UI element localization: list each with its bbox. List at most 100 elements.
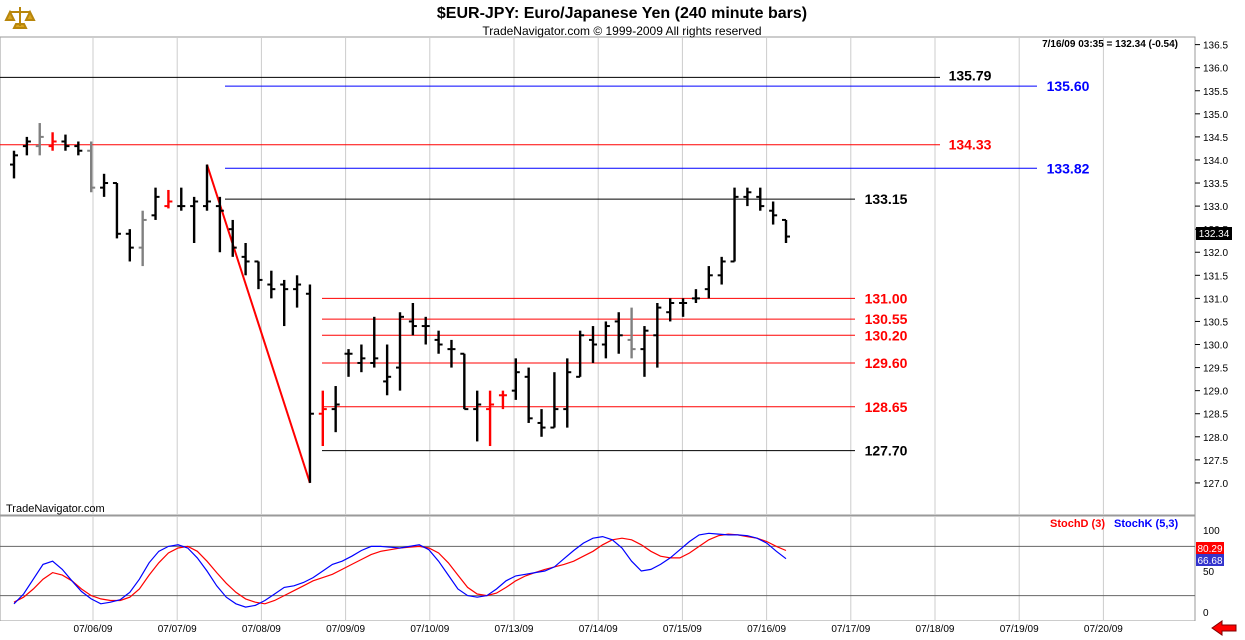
price-tick-label: 129.5 [1203, 364, 1228, 375]
ohlc-bar [112, 182, 121, 239]
level-label: 127.70 [865, 443, 908, 459]
ohlc-bar [691, 289, 700, 303]
date-tick-label: 07/14/09 [579, 624, 618, 635]
price-tick-label: 136.5 [1203, 41, 1228, 52]
ohlc-bar [100, 173, 109, 197]
scroll-right-arrow-icon[interactable] [1208, 620, 1238, 636]
date-tick-label: 07/16/09 [747, 624, 786, 635]
price-tick-label: 133.0 [1203, 202, 1228, 213]
ohlc-bar [331, 386, 340, 433]
ohlc-bar [35, 123, 44, 156]
ohlc-bar [74, 141, 83, 156]
price-tick-label: 130.0 [1203, 341, 1228, 352]
date-tick-label: 07/18/09 [916, 624, 955, 635]
ohlc-bar [48, 132, 57, 151]
support-resistance-levels: 135.79 135.60 134.33 133.82 133.15 131.00 130.… [0, 67, 1090, 484]
svg-text:80.29: 80.29 [1197, 544, 1222, 555]
level-label: 129.60 [865, 355, 908, 371]
ohlc-bar [87, 141, 96, 193]
date-tick-label: 07/08/09 [242, 624, 281, 635]
ohlc-bars [10, 123, 790, 483]
level-label: 135.60 [1047, 78, 1090, 94]
ohlc-bar [370, 316, 379, 368]
price-tick-label: 135.0 [1203, 110, 1228, 121]
ohlc-bar [666, 298, 675, 322]
ohlc-bar [190, 196, 199, 244]
price-tick-label: 133.5 [1203, 179, 1228, 190]
date-tick-label: 07/17/09 [831, 624, 870, 635]
ohlc-bar [498, 390, 507, 410]
date-axis-strip [0, 621, 1245, 640]
stochk-line [13, 532, 787, 608]
stoch-tick-label: 50 [1203, 567, 1215, 578]
ohlc-bar [267, 270, 276, 299]
ohlc-bar [434, 330, 443, 354]
chart-subtitle: TradeNavigator.com © 1999-2009 All right… [482, 24, 761, 38]
chart-title: $EUR-JPY: Euro/Japanese Yen (240 minute … [437, 5, 807, 22]
date-tick-label: 07/13/09 [495, 624, 534, 635]
ohlc-bar [318, 390, 327, 447]
price-tick-label: 131.0 [1203, 294, 1228, 305]
ohlc-bar [241, 243, 250, 276]
ohlc-bar [215, 196, 224, 253]
ohlc-bar [627, 307, 636, 359]
price-tick-label: 134.5 [1203, 133, 1228, 144]
ohlc-bar [177, 187, 186, 211]
stoch-panel-frame [0, 515, 1196, 622]
level-label: 133.82 [1047, 160, 1090, 176]
date-tick-label: 07/20/09 [1084, 624, 1123, 635]
level-label: 128.65 [865, 399, 908, 415]
price-tick-label: 129.0 [1203, 387, 1228, 398]
ohlc-bar [293, 275, 302, 308]
price-tick-label: 134.0 [1203, 156, 1228, 167]
level-label: 131.00 [865, 290, 908, 306]
stochd-value-badge: 80.29 [1196, 542, 1224, 555]
date-tick-label: 07/07/09 [158, 624, 197, 635]
stoch-tick-label: 100 [1203, 526, 1220, 537]
ohlc-bar [421, 316, 430, 345]
date-tick-label: 07/15/09 [663, 624, 702, 635]
price-grid [92, 37, 1104, 515]
legend-stochd: StochD (3) [1050, 518, 1105, 530]
ohlc-bar [357, 344, 366, 373]
price-tick-label: 128.0 [1203, 433, 1228, 444]
ohlc-bar [679, 298, 688, 317]
level-label: 130.20 [865, 327, 908, 343]
ohlc-bar [730, 187, 739, 263]
last-price-badge: 132.34 [1196, 227, 1232, 240]
svg-text:66.68: 66.68 [1197, 556, 1222, 567]
legend-stochk: StochK (5,3) [1114, 518, 1179, 530]
price-tick-label: 131.5 [1203, 271, 1228, 282]
ohlc-bar [589, 326, 597, 363]
ohlc-bar [138, 210, 147, 267]
price-tick-label: 127.0 [1203, 479, 1228, 490]
level-label: 130.55 [865, 311, 908, 327]
price-tick-label: 127.5 [1203, 456, 1228, 467]
ohlc-bar [164, 189, 173, 209]
date-tick-label: 07/09/09 [326, 624, 365, 635]
ohlc-bar [563, 358, 572, 428]
date-tick-label: 07/06/09 [74, 624, 113, 635]
price-tick-label: 130.5 [1203, 317, 1228, 328]
trend-line [206, 164, 311, 484]
ohlc-bar [460, 352, 469, 411]
stochastic-lines [13, 532, 787, 608]
ohlc-bar [717, 256, 726, 285]
date-axis-labels: 07/06/09 07/07/09 07/08/09 07/09/09 07/10/09… [74, 624, 1124, 635]
ohlc-bar [151, 187, 160, 220]
ohlc-bar [550, 372, 559, 429]
ohlc-bar [344, 349, 353, 377]
level-label: 133.15 [865, 191, 908, 207]
ohlc-bar [280, 279, 289, 327]
price-tick-label: 136.0 [1203, 64, 1228, 75]
ohlc-bar [640, 326, 649, 377]
svg-text:132.34: 132.34 [1199, 229, 1230, 240]
ohlc-bar [408, 302, 417, 336]
ohlc-bar [383, 344, 392, 396]
ohlc-bar [614, 312, 623, 354]
level-label: 135.79 [949, 67, 992, 83]
ohlc-bar [447, 339, 456, 368]
ohlc-bar [524, 367, 533, 423]
